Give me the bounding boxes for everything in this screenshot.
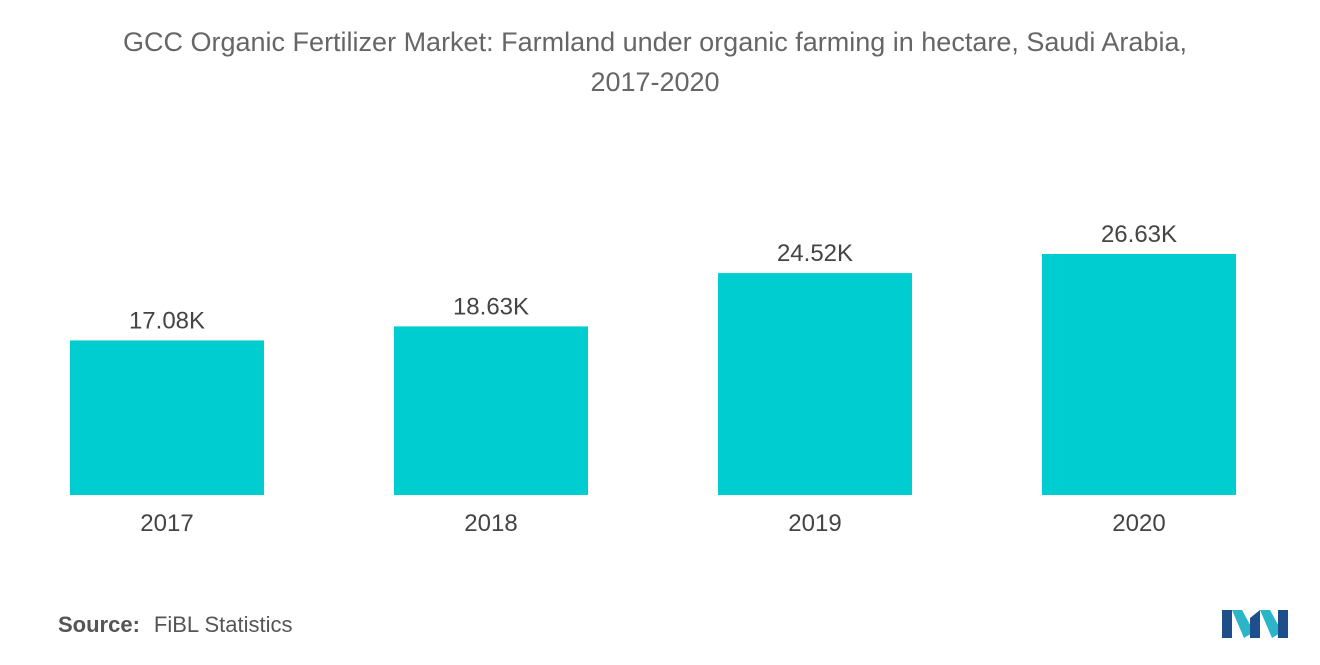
data-label-2017: 17.08K <box>129 307 205 334</box>
chart-title: GCC Organic Fertilizer Market: Farmland … <box>0 22 1310 102</box>
bar-2020 <box>1042 254 1236 495</box>
bar-2018 <box>394 326 588 495</box>
data-label-2018: 18.63K <box>453 293 529 320</box>
bar-2019 <box>718 273 912 495</box>
x-tick-label-2019: 2019 <box>788 510 841 537</box>
x-tick-label-2020: 2020 <box>1112 510 1165 537</box>
chart-title-line-2: 2017-2020 <box>590 67 720 97</box>
bar-2017 <box>70 340 264 495</box>
data-label-2020: 26.63K <box>1101 221 1177 248</box>
source-note: Source: FiBL Statistics <box>58 612 292 638</box>
x-tick-label-2018: 2018 <box>464 510 517 537</box>
x-tick-label-2017: 2017 <box>140 510 193 537</box>
source-label: Source: <box>58 612 140 637</box>
chart-title-line-1: GCC Organic Fertilizer Market: Farmland … <box>123 27 1187 57</box>
data-label-2019: 24.52K <box>777 240 853 267</box>
mordor-intelligence-logo-icon <box>1222 610 1288 638</box>
source-text: FiBL Statistics <box>153 612 293 637</box>
